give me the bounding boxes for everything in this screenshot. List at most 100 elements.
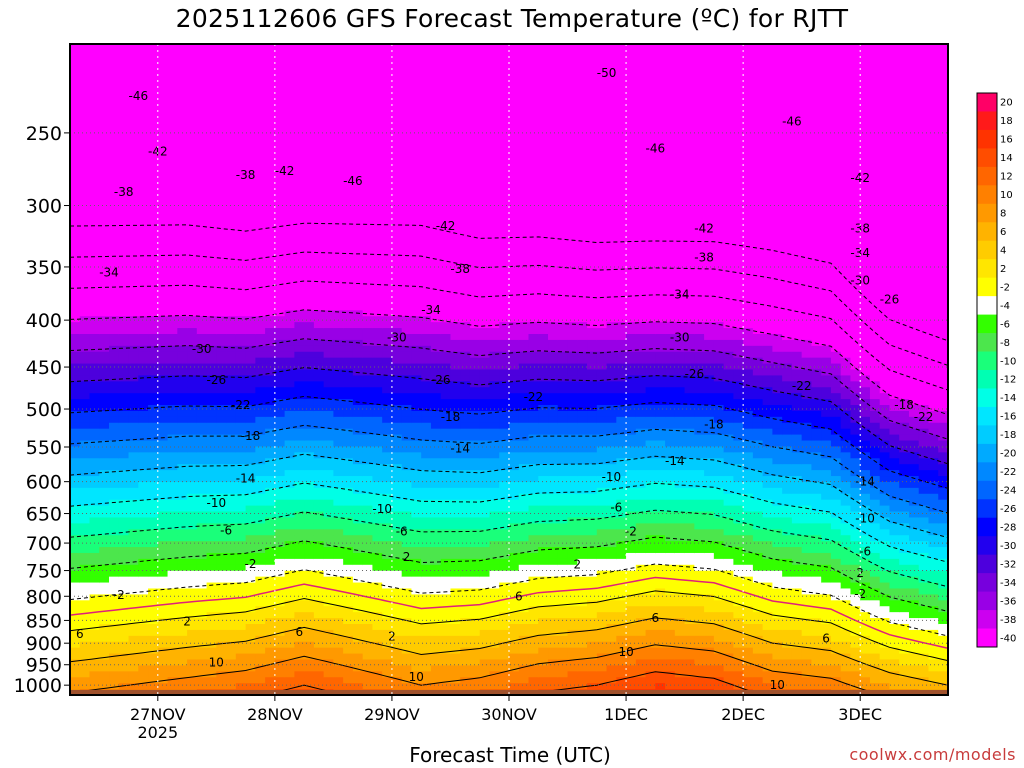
contour-label: -18 — [241, 429, 261, 443]
colorbar-swatch — [977, 185, 997, 205]
colorbar-label: 6 — [1000, 227, 1006, 238]
y-tick-label: 350 — [26, 257, 62, 279]
y-tick-label: 600 — [26, 472, 62, 494]
contour-label: -38 — [694, 251, 714, 265]
y-tick-label: 750 — [26, 561, 62, 583]
contour-label: -30 — [850, 273, 870, 287]
x-tick-label: 29NOV — [364, 705, 420, 724]
colorbar-label: -32 — [1000, 559, 1016, 570]
contour-label: -46 — [343, 174, 363, 188]
contour-label: -46 — [782, 115, 802, 129]
x-tick-label: 2DEC — [721, 705, 765, 724]
credit-text: coolwx.com/models — [849, 745, 1016, 764]
colorbar-swatch — [977, 203, 997, 223]
contour-label: -42 — [148, 145, 168, 159]
colorbar-legend: 20 18 16 14 12 10 8 6 4 2 -2 -4 -6 -8 -10 -12 -14 -16 -18 -… — [976, 92, 1016, 648]
contour-label: -30 — [192, 342, 212, 356]
x-tick-label: 3DEC — [838, 705, 882, 724]
colorbar-swatch — [977, 259, 997, 279]
colorbar-swatch — [977, 425, 997, 445]
colorbar-label: -18 — [1000, 430, 1016, 441]
contour-label: -46 — [128, 89, 148, 103]
contour-label: -10 — [206, 496, 226, 510]
contour-label: -14 — [665, 454, 685, 468]
colorbar-label: -34 — [1000, 578, 1016, 589]
contour-label: -18 — [894, 398, 914, 412]
y-tick-label: 400 — [26, 310, 62, 332]
colorbar-label: -36 — [1000, 596, 1016, 607]
contour-label: 6 — [822, 632, 830, 646]
colorbar-swatch — [977, 591, 997, 611]
isotherm-line — [70, 338, 948, 440]
colorbar-label: -2 — [1000, 282, 1010, 293]
colorbar-swatch — [977, 517, 997, 537]
contour-label: -26 — [206, 373, 226, 387]
y-tick-label: 650 — [26, 504, 62, 526]
contour-label: -30 — [387, 331, 407, 345]
contour-label: -10 — [855, 511, 875, 525]
contour-label: -6 — [396, 525, 408, 539]
contour-label: -6 — [610, 500, 622, 514]
colorbar-frame — [976, 92, 998, 648]
contour-label: -46 — [645, 142, 665, 156]
contour-label: -26 — [431, 373, 451, 387]
y-tick-label: 500 — [26, 399, 62, 421]
contour-label: -2 — [245, 557, 257, 571]
contour-label: -38 — [450, 262, 470, 276]
colorbar-label: 4 — [1000, 246, 1006, 257]
colorbar-label: 16 — [1000, 135, 1013, 146]
contour-label: -50 — [597, 66, 617, 80]
colorbar-label: -24 — [1000, 486, 1016, 497]
colorbar-swatch — [977, 610, 997, 630]
colorbar-swatch — [977, 388, 997, 408]
colorbar-swatch — [977, 277, 997, 297]
contour-label: -22 — [231, 398, 251, 412]
contour-label: 10 — [409, 670, 424, 684]
colorbar-label: 12 — [1000, 172, 1013, 183]
contour-label: 2 — [403, 550, 411, 564]
colorbar-label: 18 — [1000, 116, 1013, 127]
contour-label: 6 — [76, 627, 84, 641]
colorbar-label: -10 — [1000, 356, 1016, 367]
contour-label: -2 — [854, 587, 866, 601]
colorbar-label: -22 — [1000, 467, 1016, 478]
contour-label: -38 — [236, 168, 256, 182]
colorbar-label: -12 — [1000, 375, 1016, 386]
y-tick-label: 900 — [26, 633, 62, 655]
contour-label: -26 — [685, 367, 705, 381]
contour-label: -22 — [524, 390, 544, 404]
colorbar-swatch — [977, 333, 997, 353]
contour-label: 10 — [209, 656, 224, 670]
x-axis-label: Forecast Time (UTC) — [409, 743, 611, 767]
isotherm-line — [70, 590, 948, 662]
temperature-field — [70, 44, 948, 695]
colorbar-label: -6 — [1000, 319, 1010, 330]
colorbar-swatch — [977, 406, 997, 426]
colorbar-label: -16 — [1000, 412, 1016, 423]
contour-label: -2 — [625, 525, 637, 539]
colorbar-swatch — [977, 351, 997, 371]
colorbar-swatch — [977, 93, 997, 112]
chart-title: 2025112606 GFS Forecast Temperature (ºC)… — [175, 4, 849, 33]
isotherm-line — [70, 453, 948, 539]
colorbar-swatch — [977, 443, 997, 463]
colorbar-swatch — [977, 499, 997, 519]
isotherm-line — [70, 424, 948, 514]
colorbar-label: -28 — [1000, 523, 1016, 534]
contour-label: -10 — [602, 470, 622, 484]
contour-label: -26 — [880, 293, 900, 307]
contour-label: -34 — [421, 303, 441, 317]
contour-label: -18 — [704, 418, 724, 432]
colorbar-label: -30 — [1000, 541, 1016, 552]
contour-label: -10 — [372, 502, 392, 516]
isotherm-line — [70, 280, 948, 391]
colorbar-label: -40 — [1000, 633, 1016, 644]
y-tick-label: 550 — [26, 437, 62, 459]
colorbar-label: 2 — [1000, 264, 1006, 275]
contour-label: -42 — [694, 222, 714, 236]
contour-label: -38 — [114, 185, 134, 199]
x-tick-label: 1DEC — [604, 705, 648, 724]
contour-label: 6 — [295, 625, 303, 639]
y-tick-label: 450 — [26, 357, 62, 379]
